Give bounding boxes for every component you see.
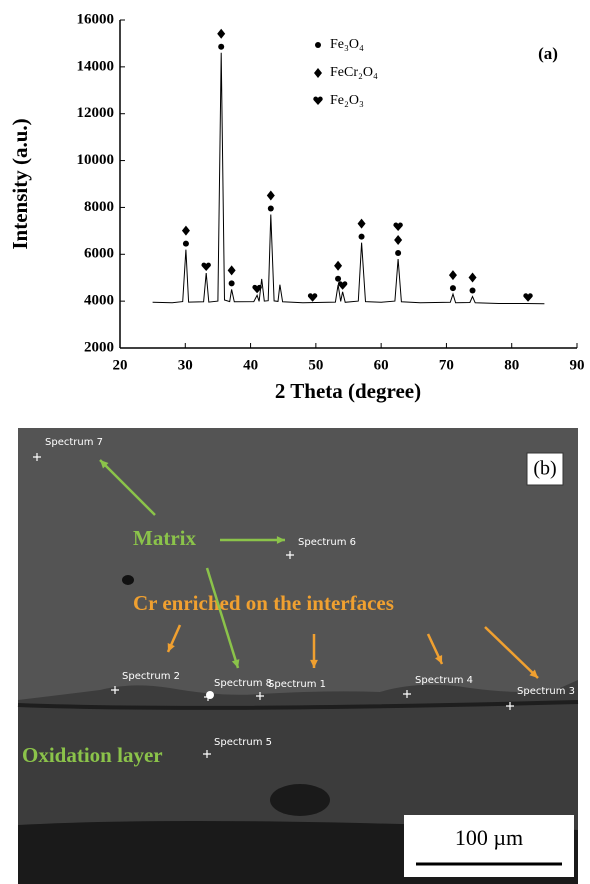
spectrum-label: Spectrum 7: [45, 437, 103, 448]
peak-marker: [357, 218, 366, 229]
peak-marker: [393, 222, 403, 231]
pore: [270, 784, 330, 816]
spectrum-label: Spectrum 1: [268, 679, 326, 690]
spectrum-cross: [403, 690, 411, 698]
scale-box: [404, 815, 574, 877]
scale-bar-label: 100 µm: [455, 825, 523, 850]
arrow-head: [435, 655, 443, 664]
spectrum-cross: [286, 551, 294, 559]
arrow-shaft: [205, 567, 240, 669]
x-tick-label: 70: [439, 357, 454, 373]
peak-marker: [395, 249, 402, 256]
peak-marker: [449, 285, 456, 292]
spectrum-label: Spectrum 4: [415, 675, 473, 686]
arrow-head: [231, 659, 240, 668]
interface-line: [17, 700, 579, 710]
annotation: Cr enriched on the interfaces: [133, 591, 394, 615]
peak-marker: [394, 234, 403, 245]
peak-marker: [314, 68, 322, 78]
peak-marker: [334, 260, 343, 271]
peak-marker: [307, 293, 318, 302]
peak-marker: [181, 225, 190, 236]
annotation: Oxidation layer: [22, 743, 163, 767]
x-tick-label: 20: [113, 357, 128, 373]
peak-marker: [218, 43, 225, 50]
peak-marker: [358, 233, 365, 240]
peak-marker: [227, 265, 236, 276]
y-tick-label: 4000: [84, 293, 114, 309]
arrow-head: [529, 669, 538, 678]
peak-marker: [266, 190, 275, 201]
spectrum-cross: [33, 453, 41, 461]
legend-label: FeCr₂O₄: [330, 65, 378, 80]
spectrum-cross: [506, 702, 514, 710]
peak-marker: [267, 205, 274, 212]
arrow-head: [310, 659, 318, 668]
y-tick-label: 10000: [77, 152, 115, 168]
peak-marker: [201, 262, 211, 272]
arrow-shaft: [484, 626, 539, 679]
legend-label: Fe₂O₃: [330, 93, 364, 108]
annotation: Matrix: [133, 526, 196, 550]
spectrum-label: Spectrum 3: [517, 686, 575, 697]
peak-marker: [252, 284, 262, 294]
arrow-head: [276, 536, 285, 544]
spectrum-cross: [203, 750, 211, 758]
x-tick-label: 80: [504, 357, 519, 373]
y-axis-label: Intensity (a.u.): [8, 118, 32, 249]
peak-marker: [335, 275, 342, 282]
x-tick-label: 60: [374, 357, 389, 373]
peak-marker: [448, 270, 457, 281]
spectrum-label: Spectrum 5: [214, 737, 272, 748]
peak-marker: [182, 240, 189, 247]
arrow-head: [100, 460, 109, 469]
y-tick-label: 12000: [77, 105, 115, 121]
peak-marker: [523, 293, 533, 302]
peak-marker: [469, 287, 476, 294]
y-tick-label: 8000: [84, 199, 114, 215]
y-tick-label: 16000: [77, 11, 115, 27]
spectrum-cross: [111, 686, 119, 694]
arrow-head: [167, 643, 175, 652]
peak-marker: [468, 272, 477, 283]
spectrum-cross: [256, 692, 264, 700]
spectrum-label: Spectrum 6: [298, 537, 356, 548]
x-tick-label: 30: [178, 357, 193, 373]
y-tick-label: 2000: [84, 339, 114, 355]
sem-image: (b) 100 µm Spectrum 7 Spectrum 6 Spectrum …: [17, 428, 579, 884]
x-tick-label: 40: [243, 357, 258, 373]
legend-label: Fe₃O₄: [330, 37, 364, 52]
x-tick-label: 50: [308, 357, 323, 373]
y-tick-label: 6000: [84, 246, 114, 262]
peak-marker: [313, 96, 323, 105]
spectrum-cross: [204, 693, 212, 701]
xrd-line: [152, 52, 545, 305]
spectrum-label: Spectrum 2: [122, 671, 180, 682]
x-tick-label: 90: [570, 357, 585, 373]
peak-marker: [337, 281, 348, 290]
peak-marker: [228, 280, 235, 287]
panel-label: (a): [538, 44, 558, 63]
spectrum-label: Spectrum 8: [214, 678, 272, 689]
pore: [122, 575, 134, 585]
peak-marker: [217, 28, 226, 39]
label-box: [526, 452, 564, 486]
y-tick-label: 14000: [77, 58, 115, 74]
particle: [206, 691, 214, 699]
arrow-shaft: [99, 459, 156, 516]
panel-label: (b): [533, 458, 556, 480]
peak-marker: [315, 42, 321, 48]
x-axis-label: 2 Theta (degree): [275, 379, 421, 403]
